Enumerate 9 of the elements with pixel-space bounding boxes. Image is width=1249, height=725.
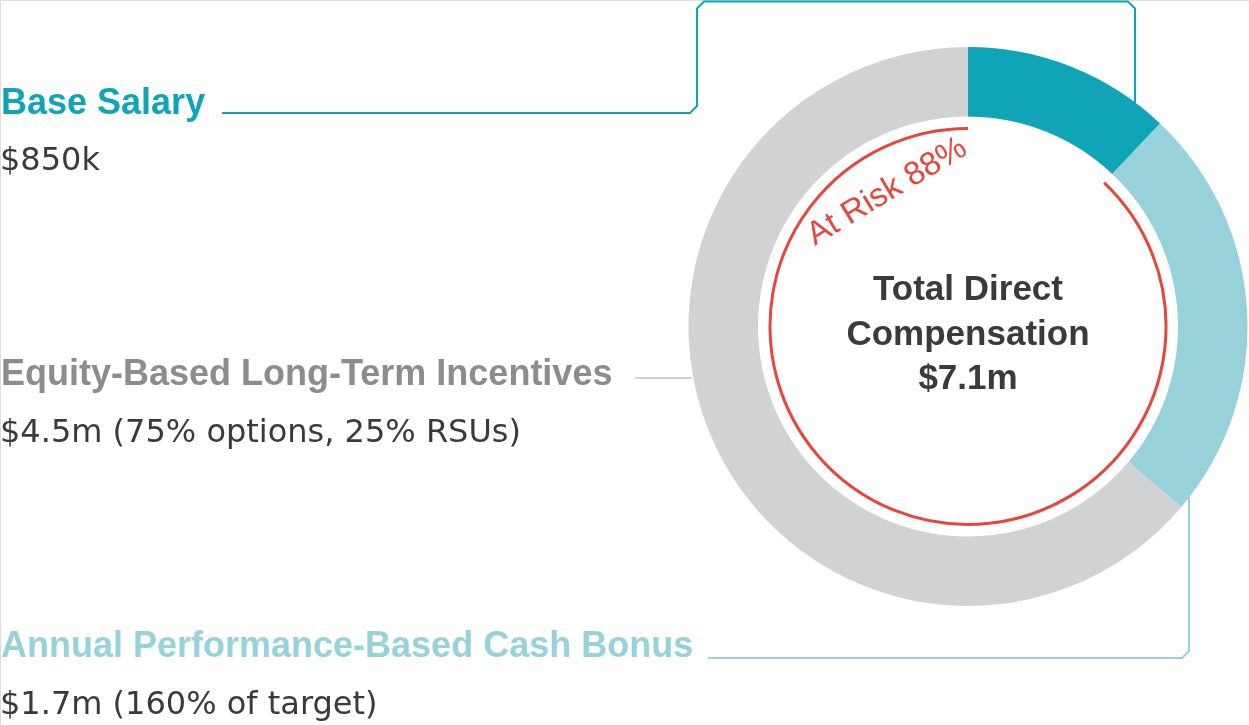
text: At Risk 88% <box>799 127 973 252</box>
slice-label: Annual Performance-Based Cash Bonus <box>1 624 694 665</box>
data-label: $850k <box>0 140 101 178</box>
text: Total Direct Compensation <box>846 268 1090 352</box>
data-label: $4.5m (75% options, 25% RSUs) <box>0 412 521 450</box>
slice-label: Base Salary <box>1 81 206 122</box>
data-label: $1.7m (160% of target) <box>0 684 378 722</box>
slice-label: Equity-Based Long-Term Incentives <box>1 352 613 393</box>
text: $7.1m <box>918 357 1018 396</box>
